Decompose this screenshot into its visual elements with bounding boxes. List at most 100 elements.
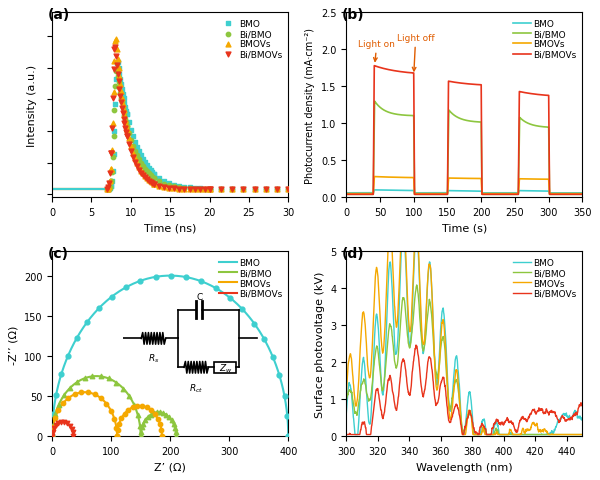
Bi/BMO	[113, 73, 122, 81]
Bi/BMOVs	[532, 409, 539, 415]
BMO	[250, 186, 259, 194]
Bi/BMOVs	[117, 105, 127, 112]
Y-axis label: Photocurrent density (mA·cm⁻²): Photocurrent density (mA·cm⁻²)	[305, 28, 316, 183]
Point	[259, 336, 269, 343]
Bi/BMO	[283, 186, 293, 194]
Point	[59, 419, 69, 426]
BMOVs	[155, 182, 164, 190]
Point	[113, 426, 122, 434]
Bi/BMO	[185, 185, 194, 192]
Bi/BMO	[205, 186, 214, 193]
Bi/BMOVs	[175, 186, 184, 193]
BMO	[53, 389, 61, 395]
Bi/BMO	[505, 432, 512, 437]
BMOVs	[81, 389, 88, 395]
Point	[64, 395, 73, 402]
BMO	[200, 185, 209, 193]
Point	[47, 432, 57, 440]
Point	[112, 432, 122, 440]
Point	[136, 432, 145, 440]
Point	[114, 420, 124, 428]
Bi/BMOVs	[103, 184, 113, 192]
BMO	[114, 65, 124, 73]
Bi/BMO	[138, 163, 148, 170]
Point	[107, 293, 116, 301]
BMOVs	[355, 192, 362, 197]
Bi/BMOVs	[110, 46, 119, 54]
Bi/BMOVs	[70, 433, 77, 439]
Bi/BMO	[175, 184, 184, 192]
Bi/BMO	[404, 113, 412, 119]
Bi/BMO	[93, 373, 100, 379]
BMOVs	[106, 166, 116, 173]
Point	[171, 428, 181, 436]
Bi/BMOVs	[149, 181, 159, 189]
X-axis label: Z’ (Ω): Z’ (Ω)	[154, 462, 186, 472]
BMOVs	[400, 208, 407, 214]
Bi/BMOVs	[579, 192, 586, 198]
BMOVs	[113, 433, 121, 439]
BMO	[131, 281, 138, 287]
Bi/BMOVs	[190, 186, 199, 193]
Bi/BMO	[103, 186, 113, 193]
BMOVs	[112, 36, 121, 44]
Point	[250, 320, 259, 328]
Line: BMOVs: BMOVs	[346, 211, 583, 434]
Bi/BMOVs	[164, 185, 174, 192]
BMO	[404, 188, 412, 194]
BMO	[62, 359, 69, 365]
BMOVs	[283, 186, 293, 194]
Bi/BMO	[77, 377, 84, 383]
BMO	[107, 177, 117, 185]
Bi/BMOVs	[107, 125, 117, 133]
BMO	[343, 411, 350, 417]
BMOVs	[122, 126, 131, 133]
Bi/BMOVs	[121, 129, 131, 137]
BMO	[216, 186, 226, 193]
BMOVs	[146, 178, 155, 186]
Point	[59, 392, 68, 399]
BMOVs	[371, 174, 378, 180]
Point	[53, 420, 63, 427]
Bi/BMO	[149, 175, 159, 183]
BMOVs	[164, 184, 174, 192]
Point	[171, 432, 181, 440]
BMOVs	[132, 160, 142, 168]
Point	[47, 432, 57, 440]
Point	[70, 391, 79, 398]
Point	[104, 375, 113, 383]
BMO	[532, 432, 539, 437]
Bi/BMO	[106, 178, 116, 186]
Bi/BMO	[132, 152, 142, 160]
Bi/BMO	[128, 143, 137, 150]
Point	[56, 370, 66, 378]
Bi/BMOVs	[437, 192, 444, 198]
Bi/BMO	[108, 154, 118, 162]
Point	[116, 415, 126, 422]
BMOVs	[502, 192, 509, 197]
Point	[197, 278, 206, 286]
Bi/BMOVs	[56, 420, 63, 426]
BMO	[144, 165, 154, 172]
Bi/BMO	[107, 169, 117, 177]
Bi/BMOVs	[113, 71, 122, 78]
BMO	[261, 186, 271, 194]
Point	[166, 272, 176, 280]
Point	[106, 407, 116, 415]
BMO	[149, 171, 159, 179]
BMO	[155, 175, 164, 182]
BMOVs	[200, 186, 209, 194]
Bi/BMO	[371, 99, 378, 105]
Point	[51, 422, 61, 430]
Point	[152, 408, 161, 416]
Legend: BMO, Bi/BMO, BMOVs, Bi/BMOVs: BMO, Bi/BMO, BMOVs, Bi/BMOVs	[217, 18, 284, 61]
Point	[54, 401, 64, 408]
Point	[83, 389, 93, 396]
BMOVs	[272, 186, 282, 194]
Bi/BMO	[238, 186, 248, 194]
BMOVs	[170, 185, 179, 193]
Bi/BMOVs	[195, 186, 205, 194]
BMOVs	[175, 185, 184, 193]
BMOVs	[261, 186, 271, 194]
Bi/BMOVs	[343, 192, 350, 198]
